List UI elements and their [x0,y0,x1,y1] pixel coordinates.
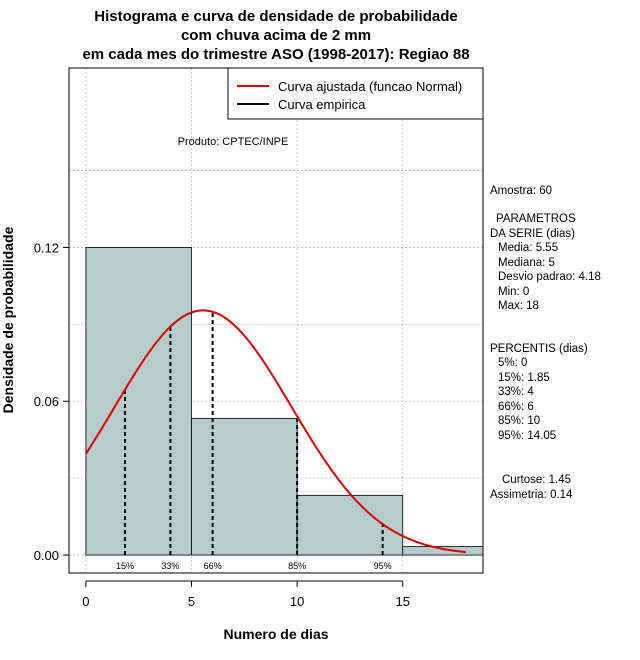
stat-param-title-1: PARAMETROS [496,213,576,225]
percentile-label-3: 85% [288,561,306,571]
y-tick-label-2: 0.12 [34,240,59,255]
stat-p15: 15%: 1.85 [498,372,550,384]
legend-box [227,67,484,120]
chart-title-line-2: com chuva acima de 2 mm [181,27,371,44]
x-tick-label-1: 5 [188,594,195,609]
legend-label-normal: Curva ajustada (funcao Normal) [278,79,462,94]
stat-param-title-2: DA SERIE (dias) [490,228,575,240]
stat-min: Min: 0 [498,286,529,298]
stat-desvio: Desvio padrao: 4.18 [498,271,601,283]
bars-layer [85,247,484,556]
y-axis-label: Densidade de probabilidade [0,226,16,413]
x-axis-label: Numero de dias [223,626,328,642]
stat-amostra: Amostra: 60 [490,185,552,197]
chart-title-line-3: em cada mes do trimestre ASO (1998-2017)… [82,46,469,63]
y-tick-label-1: 0.06 [34,394,59,409]
percentile-label-2: 66% [204,561,222,571]
stat-p85: 85%: 10 [498,415,540,427]
stat-mediana: Mediana: 5 [498,257,555,269]
stats-panel: Amostra: 60 PARAMETROS DA SERIE (dias) M… [490,185,601,501]
chart-title-line-1: Histograma e curva de densidade de proba… [94,8,457,25]
legend: Curva ajustada (funcao Normal) Curva emp… [227,67,484,120]
product-annotation: Produto: CPTEC/INPE [178,136,289,148]
normal-fit-curve [85,309,467,554]
stat-p5: 5%: 0 [498,357,527,369]
y-tick-label-0: 0.00 [34,548,59,563]
histogram-bar-3 [402,546,484,556]
histogram-bar-0 [85,247,192,556]
histogram-bar-2 [296,494,404,556]
stat-p66: 66%: 6 [498,401,534,413]
x-tick-label-2: 10 [290,594,304,609]
stat-assimetria: Assimetria: 0.14 [490,489,573,501]
stat-max: Max: 18 [498,300,539,312]
stat-p33: 33%: 4 [498,386,534,398]
stat-p95: 95%: 14.05 [498,430,556,442]
stat-pct-title: PERCENTIS (dias) [490,343,588,355]
percentile-label-4: 95% [374,561,392,571]
percentile-label-0: 15% [116,561,134,571]
y-axis: 0.00 0.06 0.12 [34,240,70,563]
stat-media: Media: 5.55 [498,242,558,254]
x-tick-label-3: 15 [396,594,410,609]
x-tick-label-0: 0 [82,594,89,609]
percentile-label-1: 33% [161,561,179,571]
legend-label-empirical: Curva empirica [278,97,366,112]
percentile-markers: 15% 33% 66% 85% 95% [116,311,392,571]
stat-curtose: Curtose: 1.45 [502,474,571,486]
histogram-bar-1 [191,418,298,556]
x-axis: 0 5 10 15 [82,580,410,609]
